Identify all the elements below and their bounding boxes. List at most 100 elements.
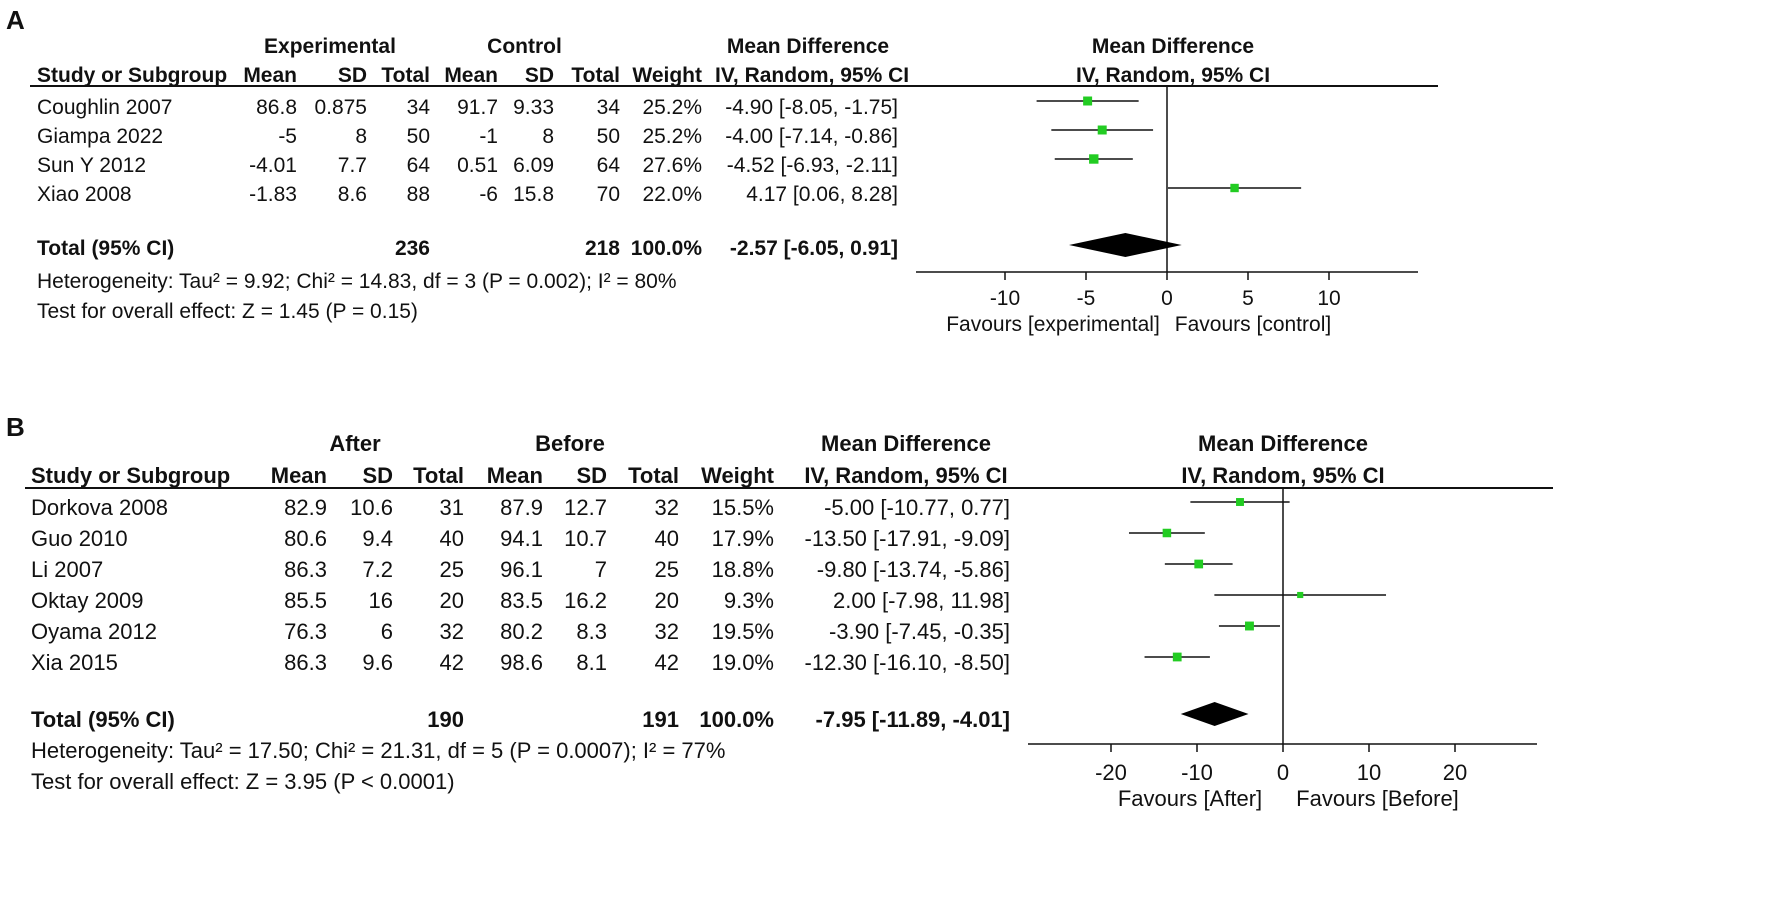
favours-right-label: Favours [control] (1174, 313, 1332, 336)
x-tick-label: -20 (1095, 760, 1127, 785)
group2-header: Before (535, 431, 605, 456)
favours-left-label: Favours [experimental] (946, 313, 1160, 336)
mean1-cell: 86.3 (284, 650, 327, 675)
mean2-cell: 83.5 (500, 588, 543, 613)
sd2-cell: 8 (542, 125, 554, 148)
col-sd2: SD (524, 64, 554, 87)
sd1-cell: 8 (355, 125, 367, 148)
x-tick-label: 0 (1277, 760, 1289, 785)
sd1-cell: 16 (368, 588, 393, 613)
heterogeneity-text: Heterogeneity: Tau² = 9.92; Chi² = 14.83… (37, 270, 677, 293)
md-title: Mean Difference (821, 431, 991, 456)
total2-cell: 40 (654, 526, 679, 551)
overall-effect-text: Test for overall effect: Z = 1.45 (P = 0… (37, 300, 418, 323)
forest-plot-panel-b: B After Before Mean Difference Mean Diff… (0, 412, 1772, 921)
effect-square (1236, 498, 1244, 506)
total1-sum: 190 (427, 707, 464, 732)
col-weight: Weight (701, 463, 774, 488)
total-label: Total (95% CI) (37, 237, 175, 260)
ci-cell: -3.90 [-7.45, -0.35] (829, 619, 1010, 644)
sd2-cell: 10.7 (564, 526, 607, 551)
weight-cell: 22.0% (642, 183, 702, 206)
ci-cell: -13.50 [-17.91, -9.09] (804, 526, 1010, 551)
mean2-cell: 80.2 (500, 619, 543, 644)
x-tick-label: -10 (990, 287, 1020, 310)
effect-square (1194, 559, 1204, 569)
ci-cell: -4.52 [-6.93, -2.11] (726, 154, 898, 177)
study-name: Sun Y 2012 (37, 154, 146, 177)
col-sd1: SD (362, 463, 393, 488)
mean1-cell: -1.83 (249, 183, 297, 206)
ci-cell: -12.30 [-16.10, -8.50] (804, 650, 1010, 675)
forest-plot-b: -20 -10 0 10 20 (1028, 487, 1537, 785)
sd2-cell: 7 (594, 557, 607, 582)
study-name: Li 2007 (31, 557, 104, 582)
total-ci: -7.95 [-11.89, -4.01] (815, 707, 1010, 732)
mean2-cell: 91.7 (457, 96, 498, 119)
study-name: Giampa 2022 (37, 125, 164, 148)
mean2-cell: 96.1 (500, 557, 543, 582)
mean1-cell: 86.8 (256, 96, 297, 119)
sd1-cell: 9.6 (362, 650, 393, 675)
sd1-cell: 0.875 (314, 96, 367, 119)
weight-cell: 18.8% (711, 557, 774, 582)
total2-cell: 25 (654, 557, 679, 582)
total2-cell: 64 (596, 154, 620, 177)
mean2-cell: 98.6 (500, 650, 543, 675)
effect-square (1089, 154, 1099, 164)
effect-square (1097, 125, 1107, 135)
sd1-cell: 6 (380, 619, 393, 644)
total2-cell: 50 (596, 125, 620, 148)
total1-cell: 50 (406, 125, 430, 148)
header-rule (25, 487, 1553, 489)
plot-method: IV, Random, 95% CI (1181, 463, 1385, 488)
ci-cell: 4.17 [0.06, 8.28] (746, 183, 898, 206)
mean2-cell: -6 (479, 183, 498, 206)
panel-label: A (6, 5, 25, 35)
ci-cell: -4.90 [-8.05, -1.75] (725, 96, 898, 119)
favours-right-label: Favours [Before] (1296, 786, 1459, 811)
total2-cell: 32 (654, 619, 679, 644)
col-total2: Total (628, 463, 679, 488)
x-tick-label: -5 (1077, 287, 1096, 310)
overall-effect-text: Test for overall effect: Z = 3.95 (P < 0… (31, 769, 455, 794)
col-md-method: IV, Random, 95% CI (715, 64, 910, 87)
study-name: Dorkova 2008 (31, 495, 168, 520)
mean1-cell: 85.5 (284, 588, 327, 613)
sd2-cell: 15.8 (513, 183, 554, 206)
pooled-diamond (1180, 702, 1249, 726)
forest-plot-panel-a: A Experimental Control Mean Difference M… (0, 0, 1772, 410)
mean1-cell: 80.6 (284, 526, 327, 551)
heterogeneity-text: Heterogeneity: Tau² = 17.50; Chi² = 21.3… (31, 738, 726, 763)
total-ci: -2.57 [-6.05, 0.91] (729, 237, 898, 260)
sd1-cell: 9.4 (362, 526, 393, 551)
sd2-cell: 6.09 (513, 154, 554, 177)
total2-sum: 191 (642, 707, 679, 732)
sd2-cell: 8.1 (576, 650, 607, 675)
weight-cell: 25.2% (642, 96, 702, 119)
md-title: Mean Difference (726, 35, 890, 58)
weight-cell: 17.9% (711, 526, 774, 551)
total1-cell: 31 (439, 495, 464, 520)
group1-header: After (329, 431, 381, 456)
total2-cell: 42 (654, 650, 679, 675)
mean1-cell: 86.3 (284, 557, 327, 582)
total1-cell: 34 (406, 96, 430, 119)
x-tick-label: 10 (1357, 760, 1381, 785)
effect-square (1297, 591, 1304, 599)
total1-sum: 236 (394, 237, 430, 260)
effect-square (1230, 183, 1239, 193)
col-total1: Total (381, 64, 430, 87)
effect-square (1083, 96, 1093, 106)
total1-cell: 20 (439, 588, 464, 613)
study-name: Xiao 2008 (37, 183, 132, 206)
col-mean1: Mean (243, 64, 297, 87)
sd1-cell: 7.2 (362, 557, 393, 582)
study-name: Xia 2015 (31, 650, 118, 675)
total2-cell: 34 (596, 96, 620, 119)
effect-square (1245, 621, 1254, 631)
mean2-cell: -1 (479, 125, 498, 148)
x-tick-label: 20 (1443, 760, 1467, 785)
col-weight: Weight (632, 64, 702, 87)
total1-cell: 88 (406, 183, 430, 206)
